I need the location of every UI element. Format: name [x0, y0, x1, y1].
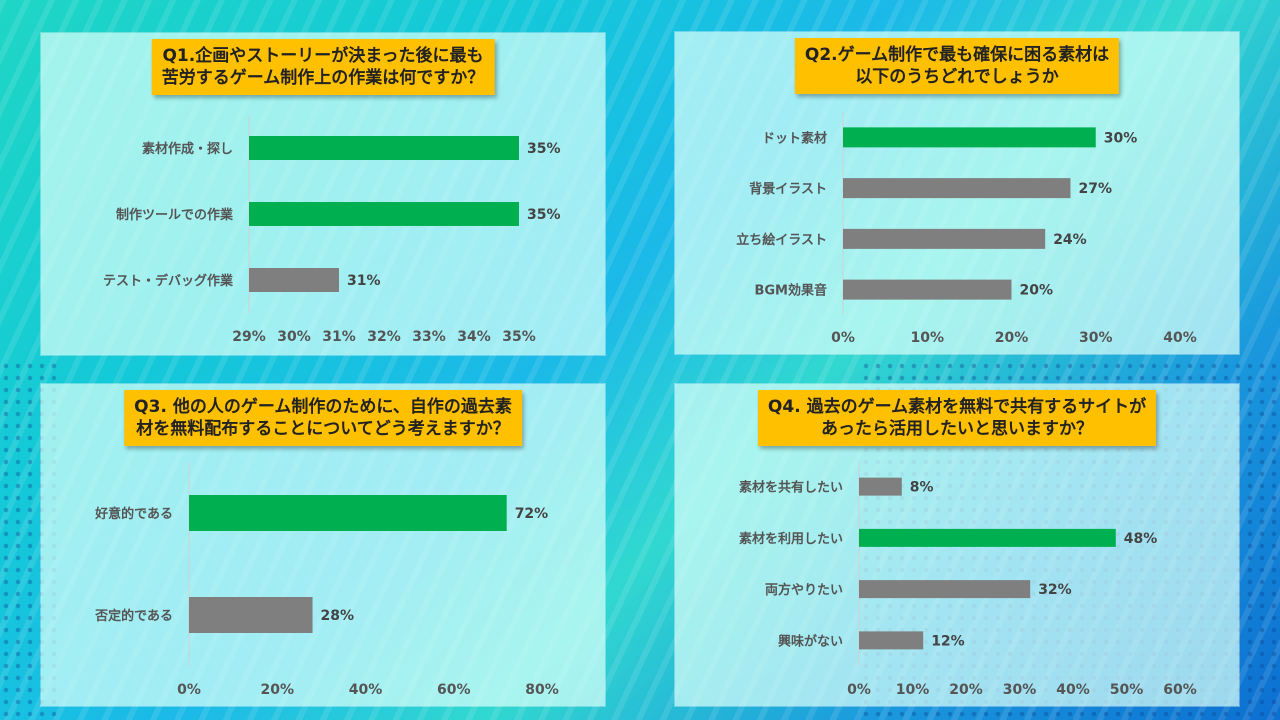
- bar-3: [859, 631, 924, 650]
- tick-label-5: 34%: [457, 329, 491, 345]
- bar-0: [189, 495, 507, 531]
- tick-label-0: 0%: [177, 682, 201, 698]
- q3-panel: Q3. 他の人のゲーム制作のために、自作の過去素 材を無料配布することについてど…: [41, 384, 605, 706]
- value-label-0: 72%: [515, 506, 549, 522]
- bar-1: [189, 597, 313, 633]
- q4-chart: 素材を共有したい 8% 素材を利用したい 48% 両方やりたい 32% 興味がない 12% 0%…: [739, 461, 1197, 698]
- q2-panel: Q2.ゲーム制作で最も確保に困る素材は 以下のうちどれでしょうか ドット素材 30…: [675, 32, 1239, 354]
- value-label-1: 35%: [527, 207, 561, 223]
- category-label-1: 素材を利用したい: [739, 531, 843, 547]
- tick-label-0: 0%: [847, 682, 871, 698]
- tick-label-2: 20%: [995, 330, 1029, 346]
- tick-label-0: 29%: [232, 329, 266, 345]
- category-label-1: 背景イラスト: [749, 181, 827, 197]
- value-label-1: 28%: [321, 608, 355, 624]
- category-label-1: 制作ツールでの作業: [116, 207, 234, 223]
- value-label-0: 30%: [1104, 130, 1138, 146]
- bar-1: [249, 202, 519, 226]
- q1-title: Q1.企画やストーリーが決まった後に最も 苦労するゲーム制作上の作業は何ですか？: [151, 39, 495, 95]
- tick-label-1: 10%: [910, 330, 944, 346]
- category-label-2: テスト・デバッグ作業: [103, 273, 234, 289]
- category-label-0: 素材を共有したい: [739, 480, 843, 496]
- bar-1: [843, 178, 1071, 199]
- category-label-3: BGM効果音: [754, 283, 827, 299]
- value-label-0: 35%: [527, 141, 561, 157]
- value-label-2: 32%: [1038, 582, 1072, 598]
- tick-label-1: 30%: [277, 329, 311, 345]
- tick-label-3: 30%: [1079, 330, 1113, 346]
- bar-0: [249, 136, 519, 160]
- bar-2: [859, 580, 1031, 599]
- value-label-0: 8%: [910, 480, 934, 496]
- tick-label-5: 50%: [1110, 682, 1144, 698]
- tick-label-6: 35%: [502, 329, 536, 345]
- tick-label-4: 80%: [525, 682, 559, 698]
- bar-1: [859, 528, 1116, 547]
- tick-label-0: 0%: [831, 330, 855, 346]
- value-label-2: 24%: [1053, 232, 1087, 248]
- q3-chart: 好意的である 72% 否定的である 28% 0% 20% 40% 60% 80%: [94, 462, 559, 698]
- q4-title: Q4. 過去のゲーム素材を無料で共有するサイトが あったら活用したいと思いますか…: [757, 390, 1157, 446]
- value-label-3: 20%: [1020, 283, 1054, 299]
- bar-2: [249, 268, 339, 292]
- tick-label-3: 32%: [367, 329, 401, 345]
- tick-label-4: 40%: [1163, 330, 1197, 346]
- tick-label-3: 30%: [1003, 682, 1037, 698]
- category-label-1: 否定的である: [94, 608, 173, 624]
- bar-0: [843, 127, 1096, 148]
- tick-label-2: 20%: [949, 682, 983, 698]
- q4-panel: Q4. 過去のゲーム素材を無料で共有するサイトが あったら活用したいと思いますか…: [675, 384, 1239, 706]
- tick-label-2: 31%: [322, 329, 356, 345]
- q1-panel: Q1.企画やストーリーが決まった後に最も 苦労するゲーム制作上の作業は何ですか？…: [41, 33, 605, 355]
- bar-0: [859, 477, 902, 496]
- category-label-2: 両方やりたい: [765, 582, 843, 598]
- tick-label-4: 33%: [412, 329, 446, 345]
- tick-label-2: 40%: [349, 682, 383, 698]
- category-label-3: 興味がない: [778, 633, 843, 649]
- tick-label-1: 10%: [896, 682, 930, 698]
- q3-title: Q3. 他の人のゲーム制作のために、自作の過去素 材を無料配布することについてど…: [124, 390, 522, 446]
- bar-2: [843, 228, 1046, 249]
- q2-title: Q2.ゲーム制作で最も確保に困る素材は 以下のうちどれでしょうか: [794, 38, 1120, 94]
- q1-chart: 素材作成・探し 35% 制作ツールでの作業 35% テスト・デバッグ作業 31% 29% 30…: [103, 115, 561, 345]
- value-label-3: 12%: [931, 633, 965, 649]
- value-label-1: 48%: [1124, 531, 1158, 547]
- value-label-2: 31%: [347, 273, 381, 289]
- tick-label-1: 20%: [260, 682, 294, 698]
- q2-chart: ドット素材 30% 背景イラスト 27% 立ち絵イラスト 24% BGM効果音 20% 0% 10…: [736, 112, 1197, 346]
- category-label-0: 素材作成・探し: [142, 141, 233, 157]
- category-label-0: ドット素材: [762, 130, 827, 146]
- category-label-2: 立ち絵イラスト: [736, 232, 827, 248]
- tick-label-4: 40%: [1056, 682, 1090, 698]
- tick-label-6: 60%: [1163, 682, 1197, 698]
- category-label-0: 好意的である: [94, 506, 173, 522]
- tick-label-3: 60%: [437, 682, 471, 698]
- value-label-1: 27%: [1078, 181, 1112, 197]
- bar-3: [843, 279, 1012, 300]
